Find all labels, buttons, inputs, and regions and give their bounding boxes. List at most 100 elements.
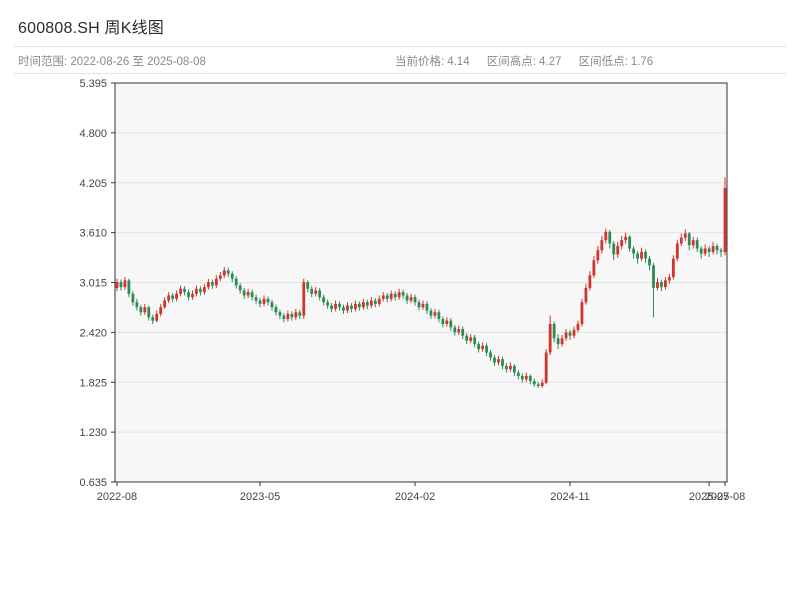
- candle-body: [310, 288, 314, 294]
- candle-body: [365, 302, 369, 306]
- candle-body: [612, 243, 616, 255]
- candle-body: [604, 231, 608, 241]
- subheader: 时间范围: 2022-08-26 至 2025-08-08 当前价格: 4.14 …: [14, 46, 786, 74]
- candle-body: [127, 280, 131, 294]
- candle-body: [453, 327, 457, 333]
- candle-body: [262, 298, 266, 304]
- candle-body: [540, 382, 544, 387]
- candle-body: [675, 243, 679, 259]
- candle-body: [266, 298, 270, 303]
- x-axis-tick-label: 2024-11: [550, 491, 590, 503]
- candle-body: [520, 375, 524, 380]
- candle-body: [572, 329, 576, 336]
- candle-body: [123, 280, 127, 288]
- candle-body: [115, 282, 119, 288]
- candle-body: [377, 298, 381, 304]
- candle-body: [298, 312, 302, 316]
- candle-body: [703, 248, 707, 254]
- candle-body: [167, 295, 171, 301]
- candle-body: [707, 248, 711, 252]
- y-axis-tick-label: 3.610: [79, 228, 107, 240]
- candle-body: [139, 307, 143, 313]
- candle-body: [405, 295, 409, 301]
- current-price: 当前价格: 4.14: [395, 56, 470, 68]
- candle-body: [179, 288, 182, 294]
- page-title: 600808.SH 周K线图: [18, 20, 164, 37]
- candle-body: [457, 329, 461, 333]
- candle-body: [274, 307, 278, 313]
- candle-body: [501, 359, 504, 366]
- candle-body: [294, 312, 298, 318]
- candle-body: [664, 280, 667, 288]
- current-price-value: 4.14: [447, 56, 470, 68]
- x-axis-tick-label: 2025-08: [705, 491, 745, 503]
- candle-body: [246, 292, 250, 296]
- price-info: 当前价格: 4.14 区间高点: 4.27 区间低点: 1.76: [395, 53, 667, 69]
- candle-body: [282, 315, 286, 319]
- candle-body: [163, 300, 167, 308]
- candle-body: [421, 303, 425, 308]
- candle-body: [584, 287, 588, 303]
- candle-body: [322, 297, 326, 303]
- candle-body: [632, 248, 636, 254]
- candle-body: [338, 303, 341, 308]
- candle-body: [330, 305, 333, 309]
- candle-body: [401, 292, 405, 296]
- candle-body: [433, 312, 437, 316]
- candle-body: [143, 307, 147, 313]
- candle-body: [270, 302, 274, 308]
- candle-body: [660, 282, 663, 288]
- candle-body: [119, 282, 123, 288]
- candle-body: [556, 338, 560, 345]
- candle-body: [699, 248, 703, 254]
- candle-body: [485, 345, 488, 353]
- candle-body: [210, 282, 214, 286]
- candle-body: [568, 332, 572, 336]
- candle-body: [560, 338, 564, 345]
- x-axis-tick-label: 2022-08: [97, 491, 137, 503]
- candle-body: [576, 323, 580, 330]
- candle-body: [465, 335, 469, 341]
- candle-body: [441, 318, 445, 324]
- candle-body: [477, 344, 481, 350]
- candle-body: [278, 312, 282, 316]
- candle-body: [544, 352, 548, 383]
- candle-body: [230, 273, 234, 279]
- candle-body: [616, 246, 620, 255]
- candle-body: [206, 282, 210, 288]
- candle-body: [159, 307, 163, 314]
- candle-body: [711, 246, 715, 252]
- candle-body: [409, 297, 413, 301]
- range-low-value: 1.76: [630, 56, 654, 68]
- candle-body: [512, 365, 516, 373]
- candle-body: [528, 375, 532, 381]
- candle-body: [147, 307, 151, 318]
- candle-body: [314, 290, 318, 294]
- candle-body: [671, 258, 675, 278]
- y-axis-tick-label: 1.825: [79, 377, 107, 389]
- candle-body: [656, 282, 659, 288]
- candle-body: [222, 270, 226, 276]
- candle-body: [218, 275, 222, 279]
- candle-body: [640, 251, 643, 259]
- candle-body: [135, 302, 139, 308]
- candle-body: [652, 265, 655, 288]
- candle-body: [258, 300, 262, 304]
- candle-body: [214, 278, 218, 286]
- candle-body: [350, 305, 353, 309]
- candle-body: [250, 292, 254, 298]
- range-high-value: 4.27: [539, 56, 562, 68]
- candle-body: [691, 240, 695, 246]
- candle-body: [644, 251, 647, 259]
- candle-body: [548, 323, 552, 353]
- candle-body: [238, 285, 242, 291]
- candle-body: [254, 297, 258, 301]
- candle-body: [580, 302, 584, 324]
- candle-body: [425, 303, 429, 311]
- candle-body: [234, 278, 238, 286]
- candle-body: [393, 293, 397, 298]
- candle-body: [175, 293, 178, 299]
- candle-body: [187, 292, 190, 298]
- candle-body: [381, 295, 385, 299]
- candle-body: [413, 297, 417, 303]
